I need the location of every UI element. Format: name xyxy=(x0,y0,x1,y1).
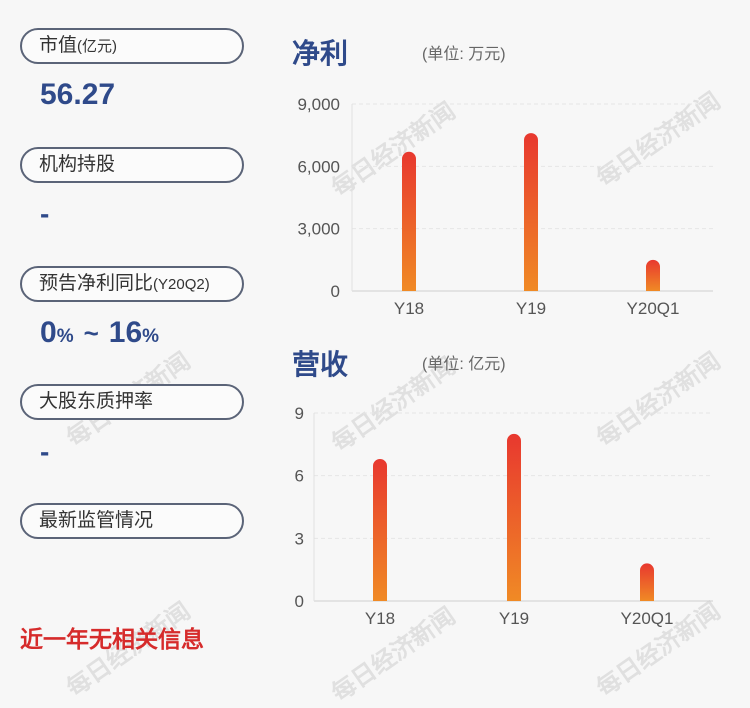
revenue-chart: 0 3 6 9 Y18 Y19 Y20Q1 xyxy=(295,404,713,628)
institutional-value: - xyxy=(40,198,50,229)
y-tick-label: 0 xyxy=(331,282,340,301)
forecast-period: (Y20Q2) xyxy=(153,276,210,293)
y-tick-label: 9,000 xyxy=(297,95,340,114)
net-profit-title: 净利 xyxy=(292,38,349,69)
market-cap-value: 56.27 xyxy=(40,78,116,111)
y-tick-label: 3 xyxy=(295,529,304,548)
y-tick-label: 3,000 xyxy=(297,220,340,239)
forecast-low: 0 xyxy=(40,316,57,349)
x-tick-label: Y18 xyxy=(394,299,424,318)
pct-symbol: % xyxy=(142,326,160,347)
regulation-label: 最新监管情况 xyxy=(39,510,154,531)
forecast-high: 16 xyxy=(108,316,143,349)
bar-y19 xyxy=(524,133,538,291)
pct-symbol: % xyxy=(56,326,74,347)
bar-y18 xyxy=(402,151,416,291)
forecast-label: 预告净利同比 xyxy=(39,273,154,294)
pledge-ratio-pill[interactable]: 大股东质押率 xyxy=(20,384,244,420)
revenue-unit: (单位: 亿元) xyxy=(422,356,506,373)
revenue-title: 营收 xyxy=(292,349,349,380)
y-tick-label: 6,000 xyxy=(297,157,340,176)
regulation-pill[interactable]: 最新监管情况 xyxy=(20,503,244,539)
y-tick-label: 9 xyxy=(295,404,304,423)
x-tick-label: Y18 xyxy=(365,609,395,628)
market-cap-pill[interactable]: 市值(亿元) xyxy=(20,28,244,64)
x-tick-label: Y20Q1 xyxy=(627,299,680,318)
x-tick-label: Y20Q1 xyxy=(621,609,674,628)
bar-y19 xyxy=(507,433,521,601)
forecast-pill[interactable]: 预告净利同比(Y20Q2) xyxy=(20,266,244,302)
market-cap-unit: (亿元) xyxy=(77,38,118,55)
range-tilde: ~ xyxy=(83,318,99,348)
net-profit-unit: (单位: 万元) xyxy=(422,46,506,63)
x-tick-label: Y19 xyxy=(516,299,546,318)
bar-y20q1 xyxy=(646,259,660,291)
y-tick-label: 0 xyxy=(295,592,304,611)
pledge-label: 大股东质押率 xyxy=(39,391,154,412)
regulation-note: 近一年无相关信息 xyxy=(20,626,204,652)
y-tick-label: 6 xyxy=(295,467,304,486)
pledge-value: - xyxy=(40,436,50,467)
bar-y20q1 xyxy=(640,563,654,601)
net-profit-chart: 0 3,000 6,000 9,000 Y18 Y19 Y20Q1 xyxy=(297,95,713,318)
institutional-holding-pill[interactable]: 机构持股 xyxy=(20,147,244,183)
market-cap-label: 市值 xyxy=(39,35,78,56)
forecast-range: 0% ~16% xyxy=(40,316,159,350)
institutional-label: 机构持股 xyxy=(39,154,116,175)
bar-y18 xyxy=(373,458,387,601)
x-tick-label: Y19 xyxy=(499,609,529,628)
